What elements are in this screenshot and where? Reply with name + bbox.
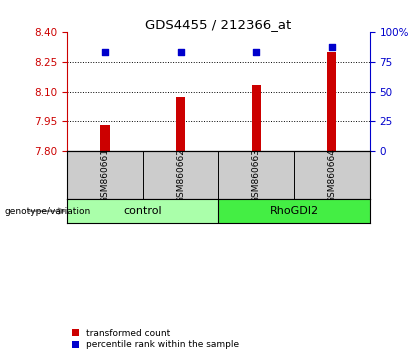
Text: genotype/variation: genotype/variation	[4, 207, 90, 216]
Bar	[327, 52, 336, 152]
Point	[253, 49, 260, 55]
Title: GDS4455 / 212366_at: GDS4455 / 212366_at	[145, 18, 291, 31]
Text: control: control	[123, 206, 162, 216]
Bar	[218, 199, 370, 223]
Point	[328, 45, 335, 50]
Text: GSM860661: GSM860661	[100, 148, 110, 203]
Legend: transformed count, percentile rank within the sample: transformed count, percentile rank withi…	[72, 329, 239, 349]
Text: RhoGDI2: RhoGDI2	[270, 206, 318, 216]
Bar	[176, 97, 185, 152]
Bar	[100, 125, 110, 152]
Bar	[67, 199, 218, 223]
Point	[102, 49, 108, 55]
Bar	[252, 85, 261, 152]
Point	[177, 49, 184, 55]
Text: GSM860664: GSM860664	[327, 148, 336, 203]
Text: GSM860663: GSM860663	[252, 148, 261, 203]
Text: GSM860662: GSM860662	[176, 148, 185, 203]
